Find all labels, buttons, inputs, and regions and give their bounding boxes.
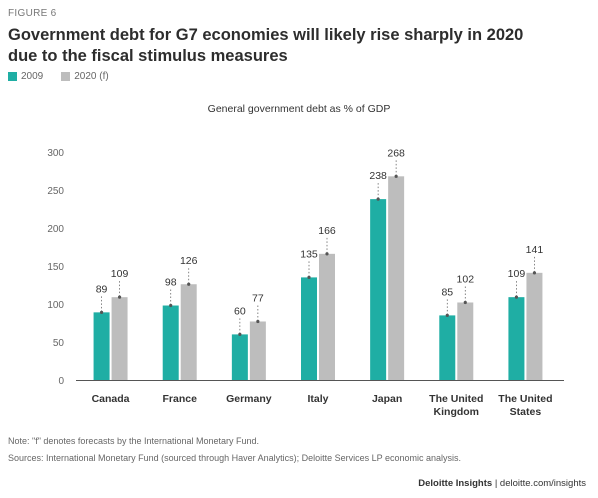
y-tick-label: 50: [53, 338, 65, 349]
data-label: 126: [180, 255, 198, 267]
leader-dot: [463, 300, 467, 305]
chart-main-title: Government debt for G7 economies will li…: [8, 26, 524, 65]
data-label: 89: [96, 283, 108, 295]
leader-dot: [532, 271, 537, 275]
x-tick-label: Japan: [372, 393, 402, 405]
legend: 2009 2020 (f): [8, 71, 109, 82]
chart-subtitle: General government debt as % of GDP: [207, 103, 391, 115]
legend-item-2009: 2009: [8, 71, 43, 82]
leader-dot: [117, 295, 122, 299]
x-tick-label: States: [510, 406, 542, 418]
legend-item-2020: 2020 (f): [61, 71, 109, 82]
legend-label-2020: 2020 (f): [74, 71, 109, 82]
bar-2009-4: [370, 199, 387, 380]
data-label: 268: [387, 147, 405, 159]
data-label: 77: [252, 292, 264, 304]
bar-2009-5: [439, 315, 456, 380]
leader-dot: [99, 310, 104, 314]
data-label: 109: [508, 268, 526, 280]
footer-separator: |: [494, 478, 500, 489]
footer-brand: Deloitte Insights: [418, 478, 493, 489]
x-tick-label: Germany: [226, 393, 272, 405]
y-tick-label: 150: [47, 262, 64, 273]
y-tick-label: 250: [47, 186, 64, 197]
data-label: 109: [111, 268, 129, 280]
leader-dot: [376, 197, 380, 201]
leader-dot: [169, 303, 173, 308]
bar-2009-3: [301, 277, 317, 380]
data-label: 60: [234, 305, 246, 317]
data-label: 98: [165, 277, 177, 289]
note-sources: Sources: International Monetary Fund (so…: [8, 453, 462, 463]
bar-2020-2: [249, 321, 266, 380]
legend-swatch-2009: [8, 72, 17, 81]
leader-dot: [514, 295, 519, 299]
footer-url: deloitte.com/insights: [499, 478, 586, 489]
x-tick-label: France: [162, 393, 197, 405]
leader-dot: [445, 313, 449, 317]
bar-2020-4: [388, 176, 405, 380]
note-forecast: Note: "f" denotes forecasts by the Inter…: [8, 436, 260, 446]
y-tick-label: 0: [58, 376, 64, 387]
bar-2020-6: [526, 272, 543, 380]
bar-2020-1: [180, 284, 197, 380]
footer: Deloitte Insights | deloitte.com/insight…: [418, 478, 586, 489]
x-tick-label: The United: [429, 393, 483, 405]
leader-dot: [238, 332, 242, 336]
leader-dot: [325, 252, 329, 256]
leader-dot: [187, 282, 191, 286]
leader-dot: [256, 319, 260, 324]
data-label: 166: [318, 225, 336, 237]
data-label: 141: [526, 244, 544, 256]
x-tick-label: Canada: [92, 393, 130, 405]
x-tick-label: Kingdom: [434, 406, 480, 418]
leader-dot: [394, 174, 398, 178]
figure-label: FIGURE 6: [8, 8, 57, 19]
data-label: 238: [369, 170, 387, 182]
data-label: 135: [300, 248, 318, 260]
data-label: 102: [457, 273, 475, 285]
bar-2009-6: [508, 297, 525, 380]
bar-2009-2: [231, 334, 248, 380]
bar-2009-1: [162, 305, 179, 380]
x-tick-label: The United: [498, 393, 552, 405]
legend-label-2009: 2009: [21, 71, 44, 82]
bar-2020-3: [319, 253, 335, 380]
y-tick-label: 100: [47, 300, 64, 311]
bar-2009-0: [93, 312, 110, 380]
leader-dot: [307, 275, 311, 279]
x-tick-label: Italy: [307, 393, 328, 405]
y-tick-label: 200: [47, 224, 64, 235]
bar-2020-0: [111, 297, 128, 380]
y-tick-label: 300: [47, 148, 64, 159]
legend-swatch-2020: [61, 72, 71, 81]
bar-2020-5: [457, 302, 474, 380]
data-label: 85: [441, 286, 453, 298]
